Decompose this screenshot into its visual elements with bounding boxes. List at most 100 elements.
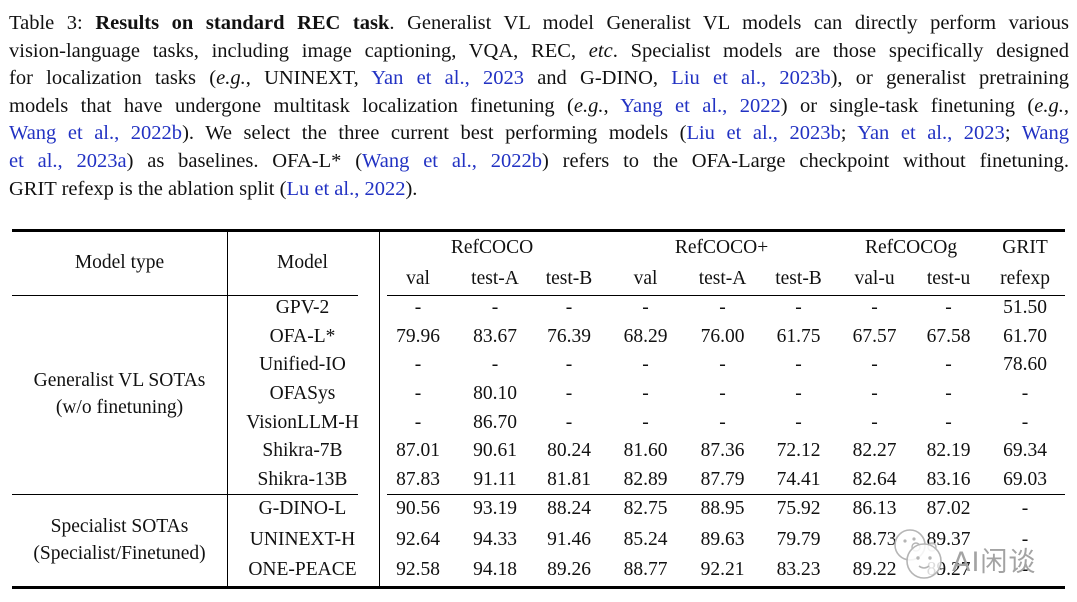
- metric-value: 90.61: [473, 440, 517, 462]
- metric-value: 83.16: [926, 468, 971, 490]
- metric-value: -: [414, 383, 422, 405]
- metric-value: -: [871, 383, 878, 405]
- metric-value: 81.60: [623, 440, 668, 462]
- caption-text: and G-DINO,: [523, 67, 672, 90]
- metric-value: 82.89: [623, 468, 668, 490]
- section-label-generalist: Generalist VL SOTAs (w/o finetuning): [12, 294, 227, 494]
- section-label-line: Generalist VL SOTAs: [33, 370, 206, 392]
- table-caption: Table 3: Results on standard REC task. G…: [9, 10, 1069, 203]
- model-name: G-DINO-L: [258, 498, 347, 520]
- citation-link[interactable]: Liu et al., 2023b: [686, 122, 841, 145]
- metric-value: -: [871, 297, 878, 319]
- metric-value: -: [642, 354, 649, 376]
- metric-value: -: [1021, 411, 1029, 433]
- table-row: ONE-PEACE 92.58 94.18 89.26 88.77 92.21 …: [12, 555, 1065, 586]
- caption-text: ,: [1063, 94, 1069, 117]
- citation-link[interactable]: Wang: [1021, 122, 1070, 145]
- metric-value: -: [491, 354, 499, 376]
- metric-value: 81.81: [547, 468, 591, 490]
- metric-value: 86.70: [473, 411, 517, 433]
- metric-value: -: [414, 411, 422, 433]
- caption-text: ).: [405, 177, 418, 200]
- caption-line: Wang et al., 2022b). We select the three…: [9, 120, 1069, 148]
- sub-header: test-A: [471, 267, 519, 289]
- table-row: Shikra-7B 87.01 90.61 80.24 81.60 87.36 …: [12, 437, 1065, 466]
- model-name: Unified-IO: [259, 354, 346, 376]
- sub-header: val-u: [854, 267, 895, 289]
- caption-text: GRIT refexp is the ablation split (: [9, 177, 287, 200]
- sub-header: test-B: [545, 267, 593, 289]
- metric-value: -: [565, 354, 573, 376]
- table-row: Generalist VL SOTAs (w/o finetuning) GPV…: [12, 294, 1065, 418]
- sub-header: val: [406, 267, 430, 289]
- caption-line: models that have undergone multitask loc…: [9, 93, 1069, 121]
- caption-text: ), or generalist pretraining: [830, 67, 1069, 90]
- metric-value: 61.75: [776, 325, 821, 347]
- metric-value: 89.27: [926, 559, 971, 581]
- metric-value: 88.73: [852, 528, 897, 550]
- metric-value: 74.41: [776, 468, 821, 490]
- metric-value: 78.60: [1003, 354, 1047, 376]
- group-header-refcoco-plus: RefCOCO+: [674, 236, 769, 258]
- header-underline-left: [12, 294, 358, 296]
- table-row: OFA-L* 79.96 83.67 76.39 68.29 76.00 61.…: [12, 323, 1065, 352]
- col-header-model: Model: [277, 252, 328, 273]
- caption-italic: e.g.: [1034, 94, 1064, 117]
- metric-value: 69.03: [1003, 468, 1047, 490]
- metric-value: 82.19: [926, 440, 971, 462]
- caption-text: . Generalist VL model Generalist VL mode…: [389, 12, 1070, 34]
- table-bottom-rule: [12, 586, 1065, 589]
- model-name: Shikra-13B: [257, 468, 348, 490]
- caption-text: ) as baselines. OFA-L* (: [126, 149, 363, 172]
- metric-value: -: [414, 354, 422, 376]
- metric-value: -: [945, 383, 952, 405]
- group-header-grit: GRIT: [1002, 236, 1048, 258]
- metric-value: -: [871, 354, 878, 376]
- caption-line: vision-language tasks, including image c…: [9, 38, 1069, 66]
- metric-value: 92.64: [396, 528, 440, 550]
- caption-italic: e.g.: [573, 94, 604, 117]
- metric-value: 87.02: [926, 498, 971, 520]
- metric-value: 89.63: [700, 528, 745, 550]
- metric-value: 79.79: [776, 528, 821, 550]
- sub-header: val: [633, 267, 658, 289]
- metric-value: 92.21: [700, 559, 745, 581]
- group-header-refcocog: RefCOCOg: [865, 236, 958, 258]
- citation-link[interactable]: Yan et al., 2023: [857, 122, 1005, 145]
- caption-text: ;: [1004, 122, 1022, 145]
- model-name: OFA-L*: [269, 325, 336, 347]
- caption-text: ) or single-task finetuning (: [780, 94, 1035, 117]
- metric-value: 89.26: [547, 559, 591, 581]
- metric-value: 94.18: [473, 559, 517, 581]
- citation-link[interactable]: Wang et al., 2022b: [362, 149, 542, 172]
- sub-header: test-B: [775, 267, 822, 289]
- metric-value: -: [565, 411, 573, 433]
- caption-line: et al., 2023a) as baselines. OFA-L* (Wan…: [9, 148, 1069, 176]
- metric-value: 89.37: [926, 528, 971, 550]
- metric-value: -: [719, 411, 726, 433]
- caption-bold-title: Results on standard REC task: [95, 12, 390, 34]
- metric-value: 67.57: [852, 325, 897, 347]
- sub-header: test-u: [926, 267, 971, 289]
- metric-value: -: [414, 297, 422, 319]
- metric-value: 91.11: [473, 468, 517, 490]
- metric-value: 85.24: [623, 528, 668, 550]
- model-name: UNINEXT-H: [249, 528, 356, 550]
- citation-link[interactable]: Lu et al., 2022: [286, 177, 406, 200]
- citation-link[interactable]: Wang et al., 2022b: [9, 122, 183, 145]
- sub-header: refexp: [1000, 267, 1050, 289]
- metric-value: -: [795, 354, 802, 376]
- metric-value: 94.33: [473, 528, 517, 550]
- citation-link[interactable]: Liu et al., 2023b: [671, 67, 831, 90]
- metric-value: -: [565, 297, 573, 319]
- metric-value: 89.22: [852, 559, 897, 581]
- metric-value: 51.50: [1003, 297, 1047, 319]
- metric-value: 90.56: [396, 498, 440, 520]
- citation-link[interactable]: Yan et al., 2023: [371, 67, 524, 90]
- metric-value: 76.00: [700, 325, 745, 347]
- metric-value: 80.10: [473, 383, 517, 405]
- citation-link[interactable]: Yang et al., 2022: [620, 94, 781, 117]
- citation-link[interactable]: et al., 2023a: [9, 149, 127, 172]
- caption-text: Table 3:: [9, 12, 96, 34]
